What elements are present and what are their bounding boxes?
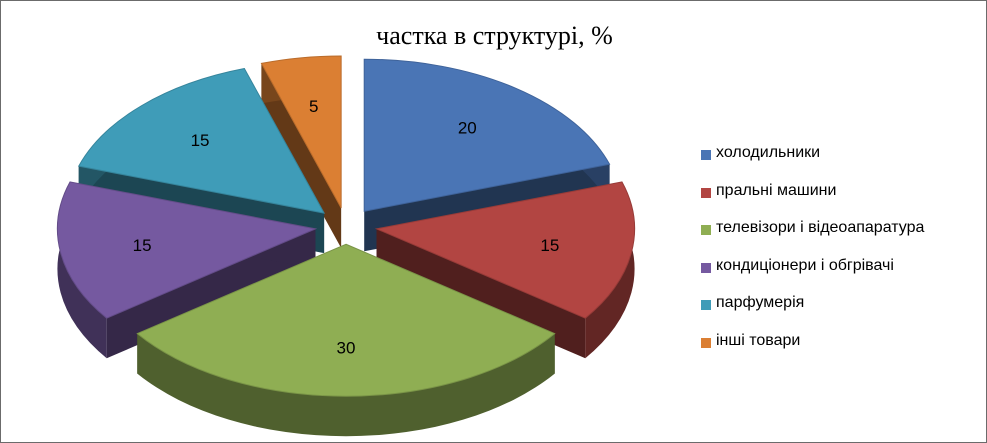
legend-label-3: кондиціонери і обгрівачі <box>716 256 894 274</box>
pie-slice-rim-2 <box>137 333 555 437</box>
pie-slice-rim-3 <box>57 181 107 359</box>
legend-label-4: парфумерія <box>716 294 805 311</box>
legend-swatch-1 <box>701 187 711 198</box>
pie-slice-0[interactable] <box>363 58 611 212</box>
pie-slice-3[interactable] <box>56 181 318 319</box>
legend-swatch-4 <box>701 300 711 310</box>
legend-item-2: телевізори і відеоапаратура <box>701 219 924 257</box>
legend-item-4: парфумерія <box>701 294 924 332</box>
legend-item-0: холодильники <box>701 144 924 182</box>
legend-item-3: кондиціонери і обгрівачі <box>701 257 924 295</box>
legend-swatch-3 <box>701 262 711 273</box>
legend-item-5: інші товари <box>701 332 924 370</box>
legend-label-0: холодильники <box>716 144 821 161</box>
legend-swatch-2 <box>701 225 711 235</box>
pie-slice-5[interactable] <box>260 55 342 209</box>
data-label-5: 5 <box>309 97 318 116</box>
data-label-2: 30 <box>337 339 356 358</box>
data-label-4: 15 <box>191 131 210 150</box>
data-label-1: 15 <box>540 236 559 255</box>
pie-slice-wall-5-0 <box>261 63 342 248</box>
pie-slice-1[interactable] <box>374 181 636 319</box>
pie-slice-rim-1 <box>585 181 635 359</box>
legend-swatch-5 <box>701 337 711 348</box>
legend-label-1: пральні машини <box>716 181 837 199</box>
chart-title: частка в структурі, % <box>376 21 613 50</box>
legend-item-1: пральні машини <box>701 182 924 220</box>
data-label-0: 20 <box>458 119 477 138</box>
legend: холодильники пральні машини телевізори і в… <box>701 144 924 369</box>
legend-label-2: телевізори і відеоапаратура <box>716 219 925 236</box>
legend-swatch-0 <box>701 150 711 160</box>
pie-slice-4[interactable] <box>77 67 326 214</box>
data-label-3: 15 <box>133 236 152 255</box>
legend-label-5: інші товари <box>716 331 801 349</box>
pie-slice-2[interactable] <box>136 243 556 397</box>
